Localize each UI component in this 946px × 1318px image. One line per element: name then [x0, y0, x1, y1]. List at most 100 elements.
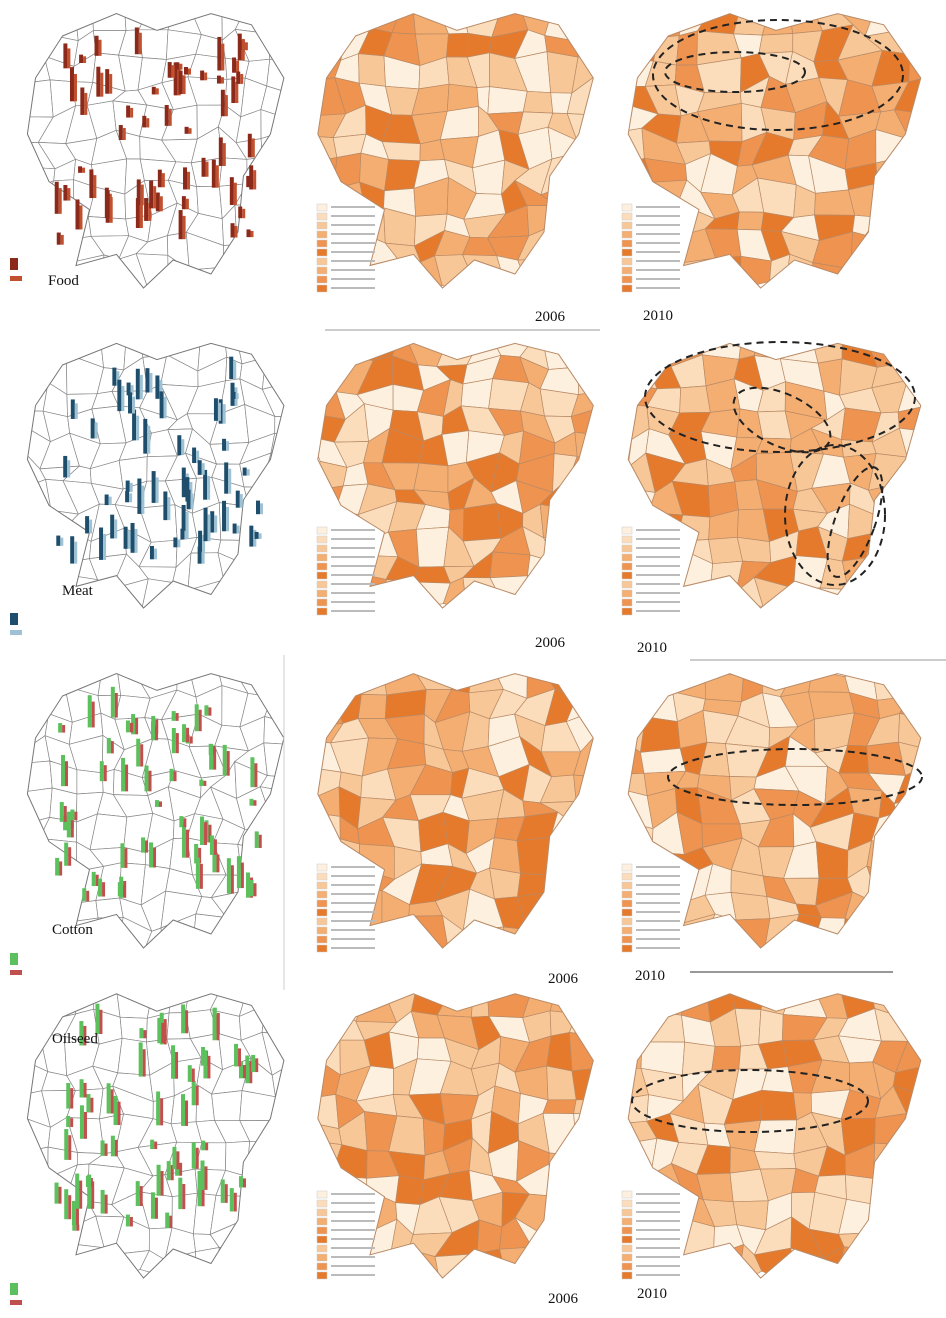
map-bar [195, 1085, 199, 1106]
district [628, 1137, 658, 1176]
map-bar [175, 733, 179, 754]
district [138, 29, 169, 60]
district [753, 1247, 797, 1278]
map-bar [100, 1140, 105, 1156]
map-bar [195, 857, 200, 889]
map-bar [157, 169, 162, 188]
map-bar [151, 722, 156, 741]
map-bar [135, 718, 139, 735]
map-bar [171, 711, 176, 721]
district [571, 1067, 594, 1101]
map-panel [317, 343, 594, 608]
map-bar [117, 379, 122, 412]
district [408, 581, 451, 608]
labels: Food 2006 2010 Meat 2006 2010 Cotton 200… [48, 273, 673, 1307]
map-bar [172, 1146, 177, 1170]
map-bar [235, 490, 240, 508]
map-bar [168, 109, 172, 126]
year-label: 2010 [643, 308, 673, 324]
map-bar [180, 528, 185, 540]
legend-text [636, 269, 680, 271]
map-bar [185, 1100, 189, 1126]
map-bar [60, 754, 65, 787]
district [27, 1020, 42, 1049]
district [574, 151, 594, 193]
legend-swatch [316, 553, 328, 562]
district [236, 229, 276, 270]
map-bar [79, 1021, 84, 1046]
district [317, 356, 337, 393]
district [42, 13, 79, 42]
legend-swatch [10, 1283, 18, 1295]
legend-swatch [316, 1244, 328, 1253]
district [569, 1167, 594, 1205]
map-bar [99, 1009, 103, 1035]
district [628, 512, 660, 529]
map-bar [100, 72, 104, 97]
map-bar [128, 392, 133, 414]
legend-text [636, 287, 680, 289]
map-bar [75, 1173, 80, 1209]
district [330, 343, 374, 361]
map-bar [83, 1082, 87, 1098]
district [261, 1004, 284, 1037]
legend-text [636, 574, 680, 576]
ellipse [826, 466, 884, 578]
year-label: 2006 [548, 971, 579, 987]
legend-swatch [316, 239, 328, 248]
map-bar [150, 1192, 155, 1219]
district [894, 1040, 921, 1074]
map-bar [187, 1065, 192, 1082]
district [570, 235, 594, 267]
legend-text [636, 1220, 680, 1222]
legend-text [331, 538, 375, 540]
map-bar [234, 1043, 239, 1067]
map-bar [132, 409, 137, 441]
district [895, 1220, 921, 1250]
district [263, 742, 284, 779]
map-bar [185, 511, 189, 540]
map-bar [66, 1083, 71, 1109]
district [668, 257, 717, 288]
legend-swatch [621, 203, 633, 212]
map-bar [67, 460, 71, 478]
map-bar [83, 1025, 87, 1046]
district [877, 182, 910, 219]
district [238, 993, 276, 1018]
district [573, 774, 594, 802]
district [576, 29, 594, 58]
district [27, 554, 46, 590]
map-bar [191, 1081, 196, 1106]
district [261, 156, 284, 188]
legend-text [636, 875, 680, 877]
legend-text [331, 1202, 375, 1204]
legend-swatch [621, 863, 633, 872]
map-bar [141, 485, 145, 514]
ellipse [667, 748, 923, 806]
map-bar [182, 215, 186, 240]
district [487, 86, 528, 115]
district [899, 1246, 921, 1278]
map-bar [87, 695, 92, 728]
map-bar [161, 173, 165, 188]
map-bar [82, 888, 87, 902]
map-bar [142, 115, 147, 128]
map-bar [79, 1105, 84, 1139]
map-legend [10, 1283, 22, 1305]
district [898, 574, 921, 608]
district [266, 575, 284, 605]
map-bar [203, 507, 208, 542]
district [258, 1141, 284, 1174]
map-outline [317, 13, 594, 289]
map-bar [198, 847, 202, 864]
legend-text [331, 583, 375, 585]
legend-swatch [621, 526, 633, 535]
district [873, 1142, 898, 1180]
map-bar [251, 1054, 256, 1073]
district [730, 891, 771, 921]
map-bar [148, 202, 152, 221]
map-outline [627, 993, 922, 1279]
map-bar [67, 48, 71, 69]
map-bar [70, 399, 75, 419]
map-bar [78, 166, 83, 173]
